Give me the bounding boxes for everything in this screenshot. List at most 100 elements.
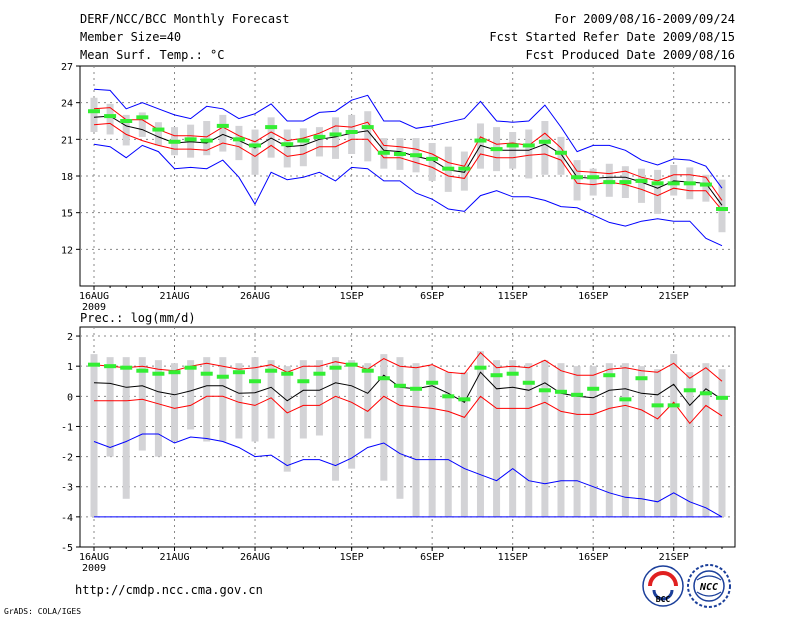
prec-obs-24 [474,365,487,370]
prec-ytick-label-7: 2 [67,332,73,343]
prec-obs-10 [249,379,262,384]
prec-obs-23 [458,397,471,402]
temp-box-11 [267,117,275,158]
prec-box-9 [235,363,243,439]
prec-box-10 [251,357,259,442]
temp-ytick-label-5: 27 [61,62,73,73]
prec-obs-25 [490,373,503,378]
prec-box-27 [525,363,533,517]
prec-obs-8 [216,374,229,379]
temp-obs-2 [120,119,133,123]
grads-credit: GrADS: COLA/IGES [4,607,81,616]
prec-ytick-label-2: -3 [61,483,73,494]
temp-line-mean-spread [93,122,723,211]
temp-ytick-label-0: 12 [61,245,73,256]
prec-box-1 [106,357,114,457]
prec-box-8 [219,357,227,442]
temp-obs-15 [329,132,342,137]
prec-box-20 [412,363,420,517]
temp-obs-22 [442,166,455,171]
prec-line-mean-spread [93,351,723,382]
prec-ytick-label-6: 1 [67,362,73,373]
temp-box-39 [718,179,726,233]
temp-box-15 [332,117,340,159]
prec-box-11 [267,360,275,439]
prec-obs-32 [603,373,616,378]
prec-obs-9 [232,370,245,375]
prec-obs-27 [522,380,535,385]
temp-box-27 [525,129,533,179]
temp-obs-25 [490,147,503,152]
prec-ytick-label-0: -5 [61,543,73,554]
temp-box-13 [299,128,307,167]
temp-obs-32 [603,180,616,185]
temp-box-23 [460,151,468,191]
member-size-text: Member Size=40 [80,30,181,44]
prec-ytick-label-4: -1 [61,422,73,433]
prec-box-19 [396,357,404,499]
prec-box-33 [621,363,629,517]
temp-ytick-label-1: 15 [61,209,73,220]
ncc-logo: NCC [687,564,731,608]
temp-line-ensemble-max [93,88,723,189]
prec-obs-26 [506,371,519,376]
precipitation-panel: -5 -4 -3 -2 -1 0 1 2 16AUG 21AUG 26AUG 1SEP 6SEP 11SE… [61,326,736,574]
title-text: DERF/NCC/BCC Monthly Forecast [80,12,290,26]
prec-obs-16 [345,362,358,367]
temp-obs-12 [281,142,294,147]
prec-box-13 [299,360,307,439]
prec-obs-28 [538,388,551,393]
prec-xtick-label-6: 16SEP [578,552,608,563]
prec-obs-1 [104,364,117,369]
prec-obs-35 [651,403,664,408]
temp-obs-4 [152,127,165,132]
temp-box-0 [90,97,98,132]
prec-ytick-label-5: 0 [67,392,73,403]
prec-obs-11 [265,368,278,373]
temp-obs-21 [426,156,439,161]
prec-line-ensemble-mean [93,371,723,407]
url-text: http://cmdp.ncc.cma.gov.cn [75,583,263,597]
prec-obs-18 [377,376,390,381]
temp-xtick-label-1: 21AUG [159,291,189,302]
prec-obs-14 [313,371,326,376]
precip-title: Prec.: log(mm/d) [80,311,196,325]
prec-xtick-label-2: 26AUG [240,552,270,563]
prec-box-5 [171,363,179,442]
temp-obs-37 [683,181,696,186]
prec-obs-29 [554,389,567,394]
temp-box-2 [122,114,130,146]
temp-obs-31 [587,175,600,180]
prec-line-ensemble-min [93,433,723,518]
temp-line-ensemble-mean [93,115,723,206]
temp-obs-33 [619,180,632,185]
temp-obs-29 [554,150,567,155]
prec-obs-13 [297,379,310,384]
prec-obs-3 [136,368,149,373]
prec-box-32 [605,363,613,517]
temp-obs-13 [297,138,310,143]
temp-box-38 [702,174,710,202]
temp-obs-8 [216,123,229,128]
prec-box-28 [541,360,549,517]
temp-obs-6 [184,137,197,142]
prec-box-6 [187,360,195,430]
prec-box-0 [90,354,98,517]
prec-box-2 [122,357,130,499]
temp-box-8 [219,114,227,152]
temp-obs-0 [88,109,100,114]
temp-box-16 [348,114,356,154]
prec-box-30 [573,366,581,517]
temp-obs-34 [635,178,648,183]
period-text: For 2009/08/16-2009/09/24 [554,12,735,26]
temp-box-9 [235,125,243,161]
temp-frame [79,65,736,287]
prec-box-12 [283,366,291,472]
prec-obs-34 [635,376,648,381]
temp-obs-39 [716,207,728,211]
temp-obs-10 [249,143,262,148]
prec-box-24 [476,351,484,517]
temp-line-mean-spread [93,107,723,201]
temp-xtick-label-3: 1SEP [340,291,364,302]
